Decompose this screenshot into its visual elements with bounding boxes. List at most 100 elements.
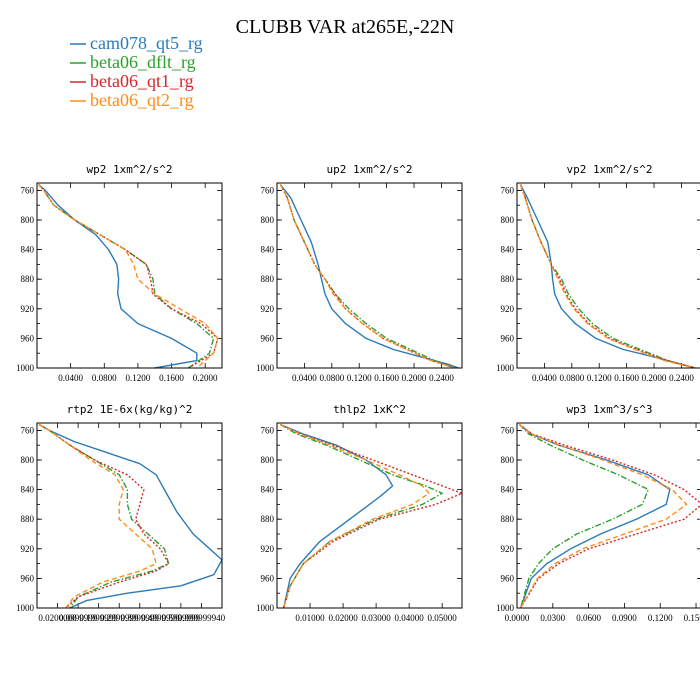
x-tick-label-5-5: 0.1500	[684, 613, 700, 623]
y-tick-label-2-5: 960	[501, 333, 515, 343]
panel-frame-3	[36, 422, 223, 609]
x-tick-label-5-1: 0.0300	[540, 613, 565, 623]
y-tick-label-0-6: 1000	[16, 363, 35, 373]
y-tick-label-0-4: 920	[21, 304, 35, 314]
series-line-2-1	[519, 184, 696, 369]
y-tick-label-2-1: 800	[501, 215, 515, 225]
y-tick-label-5-5: 960	[501, 573, 515, 583]
x-tick-label-3-4: 0.3999999	[121, 613, 160, 623]
y-tick-label-4-4: 920	[261, 544, 275, 554]
x-tick-label-2-1: 0.0800	[559, 373, 584, 383]
panel-4: thlp2 1xK^2 760 800 840 880 920 960 1000 0.01000…	[256, 403, 463, 623]
y-tick-label-1-2: 840	[261, 245, 275, 255]
y-tick-label-2-4: 920	[501, 304, 515, 314]
x-tick-label-3-3: 0.2999999	[100, 613, 139, 623]
y-tick-label-1-1: 800	[261, 215, 275, 225]
y-tick-label-2-0: 760	[501, 185, 515, 195]
series-line-5-2	[518, 423, 700, 609]
x-tick-label-2-3: 0.1600	[614, 373, 639, 383]
y-tick-label-5-6: 1000	[496, 603, 515, 613]
series-line-3-3	[38, 423, 157, 609]
y-tick-label-3-3: 880	[21, 514, 35, 524]
panels: wp2 1xm^2/s^2 760 800 840 880 920 960 1000 0.040…	[16, 163, 700, 623]
y-tick-label-3-1: 800	[21, 455, 35, 465]
x-tick-label-0-4: 0.2000	[193, 373, 218, 383]
panel-frame-1	[276, 182, 463, 369]
x-tick-label-4-3: 0.04000	[395, 613, 425, 623]
y-tick-label-4-6: 1000	[256, 603, 275, 613]
x-tick-label-4-4: 0.05000	[428, 613, 458, 623]
series-line-2-2	[519, 184, 696, 369]
y-tick-label-1-0: 760	[261, 185, 275, 195]
panel-title-4: thlp2 1xK^2	[333, 403, 406, 416]
x-tick-label-0-1: 0.0800	[92, 373, 117, 383]
x-tick-label-5-3: 0.0900	[612, 613, 637, 623]
panel-frame-5	[516, 422, 700, 609]
y-tick-label-3-0: 760	[21, 425, 35, 435]
x-tick-label-4-2: 0.03000	[361, 613, 391, 623]
x-tick-label-1-4: 0.2000	[402, 373, 427, 383]
series-line-0-1	[38, 184, 215, 369]
series-line-3-0	[38, 423, 223, 609]
panel-3: rtp2 1E-6x(kg/kg)^2 760 800 840 880 920 960 100…	[16, 403, 226, 623]
y-tick-label-1-4: 920	[261, 304, 275, 314]
series-line-1-2	[279, 184, 456, 369]
series-line-2-0	[519, 184, 696, 369]
x-tick-label-4-1: 0.02000	[328, 613, 358, 623]
y-tick-label-2-2: 840	[501, 245, 515, 255]
y-tick-label-5-2: 840	[501, 485, 515, 495]
x-tick-label-3-1: 0.0999999	[59, 613, 98, 623]
y-tick-label-0-1: 800	[21, 215, 35, 225]
x-tick-label-0-2: 0.1200	[126, 373, 151, 383]
x-tick-label-4-0: 0.01000	[295, 613, 325, 623]
x-tick-label-3-5: 0.4999999	[141, 613, 180, 623]
legend-label-2: beta06_qt1_rg	[90, 71, 194, 91]
x-tick-label-3-7: 0.999999940	[178, 613, 226, 623]
series-line-4-2	[279, 423, 463, 609]
x-tick-label-2-0: 0.0400	[532, 373, 557, 383]
y-tick-label-1-6: 1000	[256, 363, 275, 373]
x-tick-label-1-5: 0.2400	[429, 373, 454, 383]
panel-2: vp2 1xm^2/s^2 760 800 840 880 920 960 1000 0.040…	[496, 163, 700, 383]
x-tick-label-0-3: 0.1600	[159, 373, 184, 383]
legend-label-0: cam078_qt5_rg	[90, 33, 203, 53]
panel-0: wp2 1xm^2/s^2 760 800 840 880 920 960 1000 0.040…	[16, 163, 223, 383]
x-tick-label-5-0: 0.0000	[505, 613, 530, 623]
series-line-1-0	[279, 184, 459, 369]
panel-1: up2 1xm^2/s^2 760 800 840 880 920 960 1000 0.040…	[256, 163, 463, 383]
panel-title-5: wp3 1xm^3/s^3	[566, 403, 652, 416]
series-line-4-3	[279, 423, 430, 609]
y-tick-label-4-2: 840	[261, 485, 275, 495]
series-line-4-0	[280, 423, 394, 609]
y-tick-label-0-2: 840	[21, 245, 35, 255]
panel-frame-2	[516, 182, 700, 369]
x-tick-label-2-5: 0.2400	[669, 373, 694, 383]
series-line-1-1	[279, 184, 456, 369]
y-tick-label-3-2: 840	[21, 485, 35, 495]
y-tick-label-1-3: 880	[261, 274, 275, 284]
legend-label-3: beta06_qt2_rg	[90, 90, 194, 110]
panel-frame-0	[36, 182, 223, 369]
y-tick-label-0-5: 960	[21, 333, 35, 343]
y-tick-label-0-0: 760	[21, 185, 35, 195]
legend-label-1: beta06_dflt_rg	[90, 52, 196, 72]
y-tick-label-4-1: 800	[261, 455, 275, 465]
series-line-3-1	[38, 423, 170, 609]
series-line-0-0	[38, 183, 198, 369]
x-tick-label-3-2: 0.1999999	[80, 613, 119, 623]
series-line-1-3	[279, 184, 456, 369]
panel-title-3: rtp2 1E-6x(kg/kg)^2	[67, 403, 193, 416]
x-tick-label-1-2: 0.1200	[347, 373, 372, 383]
y-tick-label-3-4: 920	[21, 544, 35, 554]
x-tick-label-3-6: 0.5999999	[162, 613, 201, 623]
series-line-5-1	[518, 424, 649, 609]
y-tick-label-5-4: 920	[501, 544, 515, 554]
x-tick-label-5-2: 0.0600	[576, 613, 601, 623]
x-tick-label-1-1: 0.0800	[319, 373, 344, 383]
y-tick-label-0-3: 880	[21, 274, 35, 284]
y-tick-label-5-1: 800	[501, 455, 515, 465]
x-tick-label-1-3: 0.1600	[374, 373, 399, 383]
series-line-0-2	[38, 184, 219, 369]
series-line-4-1	[279, 423, 443, 609]
